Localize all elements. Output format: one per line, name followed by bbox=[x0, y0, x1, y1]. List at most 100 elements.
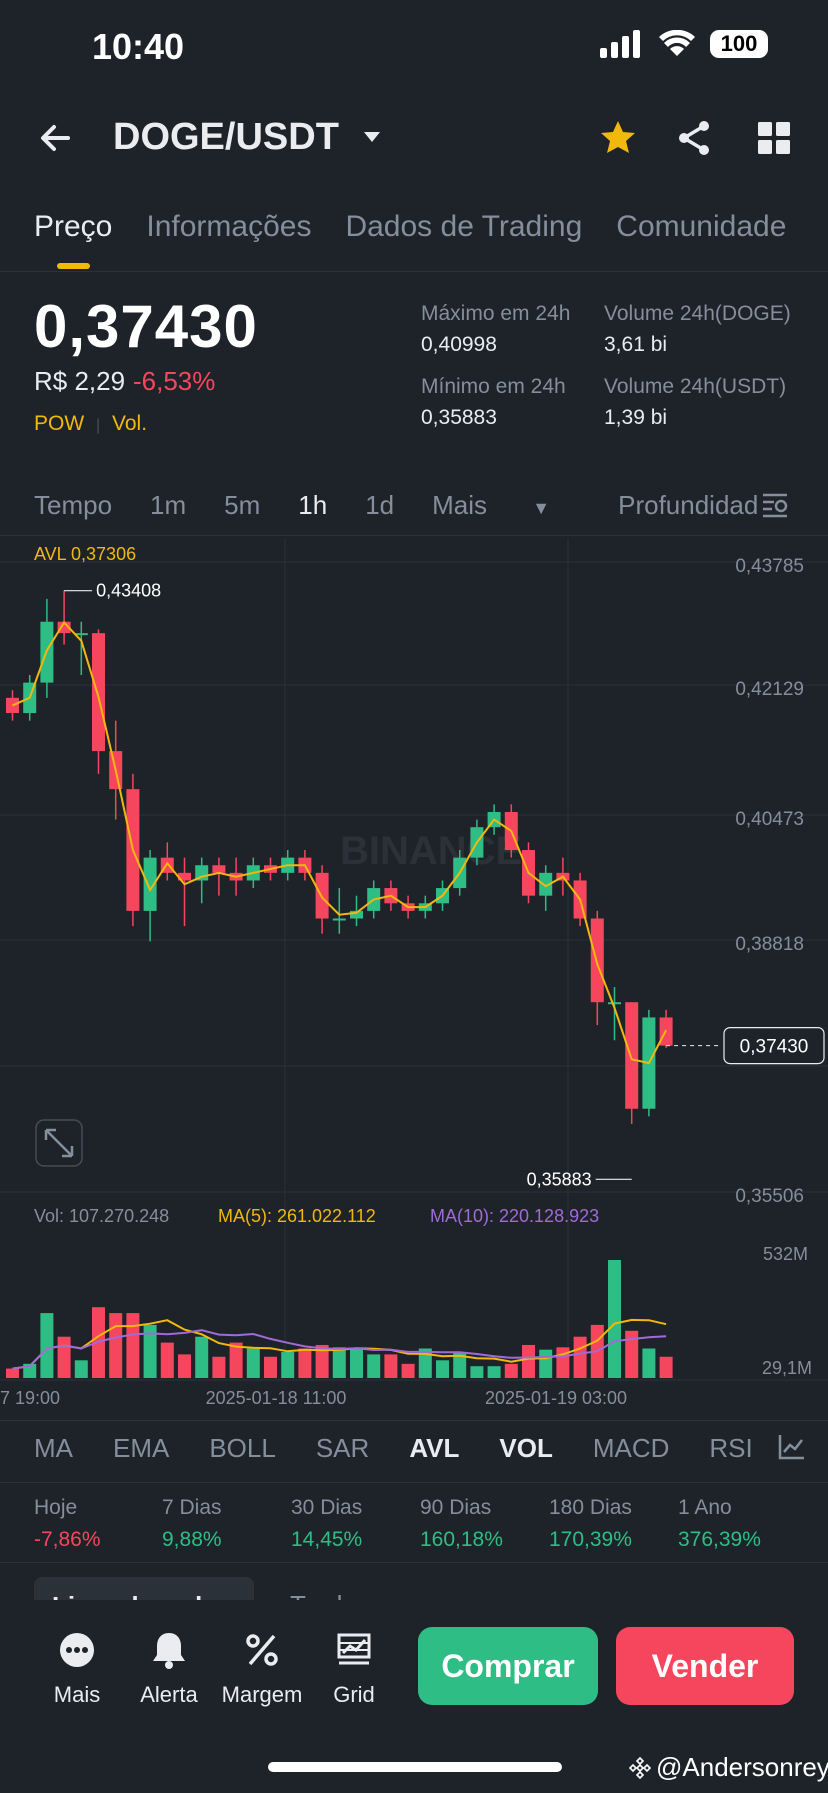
perf-1y-label: 1 Ano bbox=[678, 1496, 732, 1519]
interval-1m[interactable]: 1m bbox=[150, 490, 187, 520]
indicator-rsi[interactable]: RSI bbox=[709, 1433, 753, 1463]
x-axis-tick: 2025-01-18 11:00 bbox=[206, 1388, 347, 1408]
brl-price: R$ 2,29 bbox=[34, 366, 126, 396]
tab-info[interactable]: Informações bbox=[146, 210, 312, 243]
ma5-label: MA(5): 261.022.112 bbox=[218, 1206, 376, 1226]
divider bbox=[0, 1420, 828, 1421]
percent-icon bbox=[246, 1634, 278, 1666]
interval-1h[interactable]: 1h bbox=[298, 490, 328, 520]
volume-bar bbox=[642, 1348, 656, 1378]
volume-bar bbox=[332, 1347, 346, 1378]
expand-icon bbox=[44, 1128, 74, 1158]
volume-bar bbox=[453, 1352, 467, 1378]
status-icons: 100 bbox=[600, 30, 768, 58]
pow-tag[interactable]: POW bbox=[34, 412, 85, 435]
battery-icon: 100 bbox=[710, 30, 768, 58]
perf-7d-value: 9,88% bbox=[162, 1528, 222, 1551]
volume-bar bbox=[6, 1368, 19, 1378]
watermark-user: @Andersonrey bbox=[656, 1752, 828, 1782]
tab-price[interactable]: Preço bbox=[34, 210, 113, 243]
interval-time[interactable]: Tempo bbox=[34, 490, 113, 520]
indicator-macd[interactable]: MACD bbox=[592, 1433, 670, 1463]
vol-label: Vol: 107.270.248 bbox=[34, 1206, 169, 1226]
candle bbox=[608, 1002, 621, 1005]
tab-community[interactable]: Comunidade bbox=[616, 210, 787, 243]
more-dots-icon bbox=[60, 1633, 94, 1667]
grid-bot-icon bbox=[337, 1633, 371, 1665]
vol-doge-value: 3,61 bi bbox=[604, 333, 668, 356]
volume-bar bbox=[143, 1324, 157, 1378]
active-tab-indicator bbox=[57, 263, 90, 269]
volume-bar bbox=[126, 1313, 140, 1378]
candle bbox=[6, 697, 19, 714]
interval-1d[interactable]: 1d bbox=[365, 490, 395, 520]
tab-trading-data[interactable]: Dados de Trading bbox=[345, 210, 583, 243]
indicator-vol[interactable]: VOL bbox=[499, 1433, 553, 1463]
buy-button[interactable]: Comprar bbox=[418, 1627, 598, 1705]
interval-more[interactable]: Mais ▼ bbox=[432, 490, 588, 521]
perf-90d-label: 90 Dias bbox=[420, 1496, 492, 1519]
y-axis-tick: 0,35506 bbox=[735, 1186, 804, 1207]
candle bbox=[57, 621, 71, 634]
vol-tag[interactable]: Vol. bbox=[112, 412, 148, 435]
perf-180d-label: 180 Dias bbox=[549, 1496, 632, 1519]
low-24h-label: Mínimo em 24h bbox=[421, 375, 566, 398]
pair-title[interactable]: DOGE/USDT bbox=[113, 116, 339, 158]
volume-bar bbox=[367, 1354, 381, 1378]
margin-button[interactable]: Margem bbox=[217, 1628, 307, 1708]
volume-bar bbox=[57, 1336, 71, 1378]
y-axis-tick: 0,42129 bbox=[735, 679, 804, 700]
last-price: 0,37430 bbox=[34, 293, 258, 360]
volume-bar bbox=[436, 1360, 449, 1378]
volume-bar bbox=[384, 1354, 398, 1378]
indicator-ma[interactable]: MA bbox=[34, 1433, 73, 1463]
sell-button[interactable]: Vender bbox=[616, 1627, 794, 1705]
alert-label: Alerta bbox=[140, 1682, 198, 1707]
perf-30d-value: 14,45% bbox=[291, 1528, 363, 1551]
depth-tab[interactable]: Profundidad bbox=[618, 490, 759, 520]
back-arrow-icon[interactable] bbox=[36, 118, 76, 158]
interval-5m[interactable]: 5m bbox=[224, 490, 261, 520]
x-axis-tick: 17 19:00 bbox=[0, 1388, 60, 1408]
perf-30d-label: 30 Dias bbox=[291, 1496, 363, 1519]
more-button[interactable]: Mais bbox=[32, 1628, 122, 1708]
volume-bar bbox=[195, 1336, 209, 1378]
alert-button[interactable]: Alerta bbox=[124, 1628, 214, 1708]
volume-bar bbox=[401, 1363, 415, 1378]
indicator-ema[interactable]: EMA bbox=[113, 1433, 170, 1463]
y-axis-tick: 0,40473 bbox=[735, 809, 804, 830]
indicator-avl[interactable]: AVL bbox=[409, 1433, 460, 1463]
candle bbox=[92, 633, 105, 752]
bell-icon bbox=[153, 1633, 185, 1669]
volume-bar bbox=[625, 1330, 639, 1378]
status-time: 10:40 bbox=[92, 26, 185, 67]
binance-watermark: BINANCE bbox=[340, 829, 522, 873]
grid-layout-icon[interactable] bbox=[754, 118, 794, 158]
vol-usdt-label: Volume 24h(USDT) bbox=[604, 375, 787, 398]
caret-down-icon: ▼ bbox=[532, 498, 551, 518]
volume-bar bbox=[246, 1348, 260, 1378]
indicator-sar[interactable]: SAR bbox=[315, 1433, 370, 1463]
candle bbox=[178, 872, 191, 881]
indicator-boll[interactable]: BOLL bbox=[209, 1433, 276, 1463]
indicator-settings-icon[interactable] bbox=[776, 1432, 806, 1462]
vol-usdt-value: 1,39 bi bbox=[604, 406, 668, 429]
grid-button[interactable]: Grid bbox=[309, 1628, 399, 1708]
divider bbox=[0, 1562, 828, 1563]
chart-settings-icon[interactable] bbox=[760, 490, 790, 520]
volume-bar bbox=[160, 1342, 174, 1378]
candle bbox=[350, 910, 363, 919]
perf-180d-value: 170,39% bbox=[549, 1528, 632, 1551]
volume-bar bbox=[522, 1344, 535, 1378]
high-24h-value: 0,40998 bbox=[421, 333, 497, 356]
candle bbox=[212, 865, 226, 873]
candle bbox=[332, 918, 346, 921]
favorite-star-icon[interactable] bbox=[598, 118, 638, 158]
candlestick-chart[interactable]: BINANCE 0,43785 0,42129 0,40473 0,38818 0,355… bbox=[0, 538, 828, 1428]
volume-bar bbox=[298, 1348, 312, 1378]
share-icon[interactable] bbox=[674, 118, 714, 158]
volume-bar bbox=[470, 1366, 484, 1378]
caret-down-icon[interactable] bbox=[362, 130, 382, 144]
volume-bar bbox=[659, 1356, 673, 1378]
wifi-icon bbox=[659, 30, 695, 56]
